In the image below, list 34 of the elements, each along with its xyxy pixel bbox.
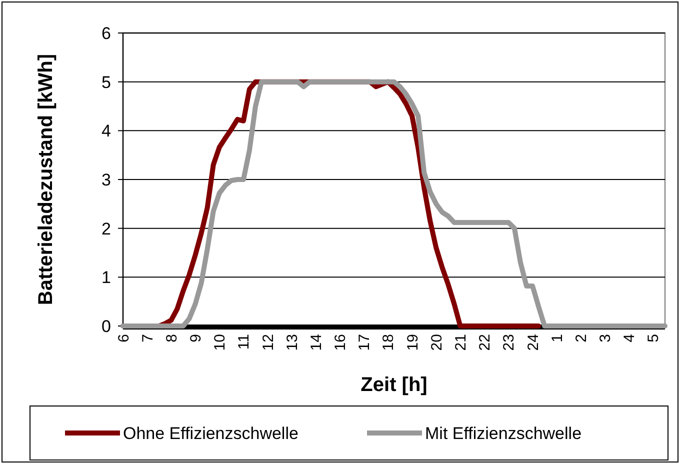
- y-tick-label: 4: [102, 122, 111, 141]
- y-tick-label: 1: [102, 268, 111, 288]
- x-tick-label: 19: [404, 334, 422, 351]
- x-tick-label: 5: [645, 334, 662, 342]
- y-tick-label: 2: [102, 219, 111, 238]
- x-tick-label: 18: [380, 334, 398, 351]
- x-tick-label: 6: [115, 334, 132, 342]
- x-tick-label: 1: [548, 334, 566, 342]
- x-tick-label: 3: [597, 334, 614, 342]
- legend-label: Mit Effizienzschwelle: [425, 424, 582, 443]
- y-axis-title: Batterieladezustand [kWh]: [35, 54, 57, 306]
- legend-label: Ohne Effizienzschwelle: [123, 424, 298, 443]
- x-tick-label: 17: [356, 334, 374, 351]
- x-tick-label: 7: [139, 334, 156, 342]
- x-tick-label: 12: [260, 334, 277, 351]
- x-tick-label: 8: [163, 334, 180, 342]
- x-tick-label: 21: [452, 334, 470, 351]
- y-tick-label: 0: [102, 316, 111, 336]
- y-tick-label: 6: [102, 24, 111, 43]
- x-tick-label: 16: [332, 334, 350, 351]
- x-tick-label: 4: [621, 334, 638, 342]
- x-tick-label: 24: [524, 334, 542, 351]
- x-tick-label: 20: [428, 334, 446, 351]
- x-tick-label: 11: [236, 334, 253, 350]
- x-axis-title: Zeit [h]: [360, 374, 428, 396]
- x-tick-label: 13: [284, 334, 301, 351]
- y-tick-label: 3: [102, 170, 111, 190]
- x-tick-label: 10: [212, 334, 229, 351]
- x-tick-label: 14: [308, 334, 325, 351]
- x-tick-label: 22: [476, 334, 494, 351]
- x-tick-label: 9: [188, 334, 205, 342]
- x-tick-label: 23: [500, 334, 518, 351]
- y-tick-label: 5: [102, 72, 111, 92]
- x-tick-label: 2: [572, 334, 590, 342]
